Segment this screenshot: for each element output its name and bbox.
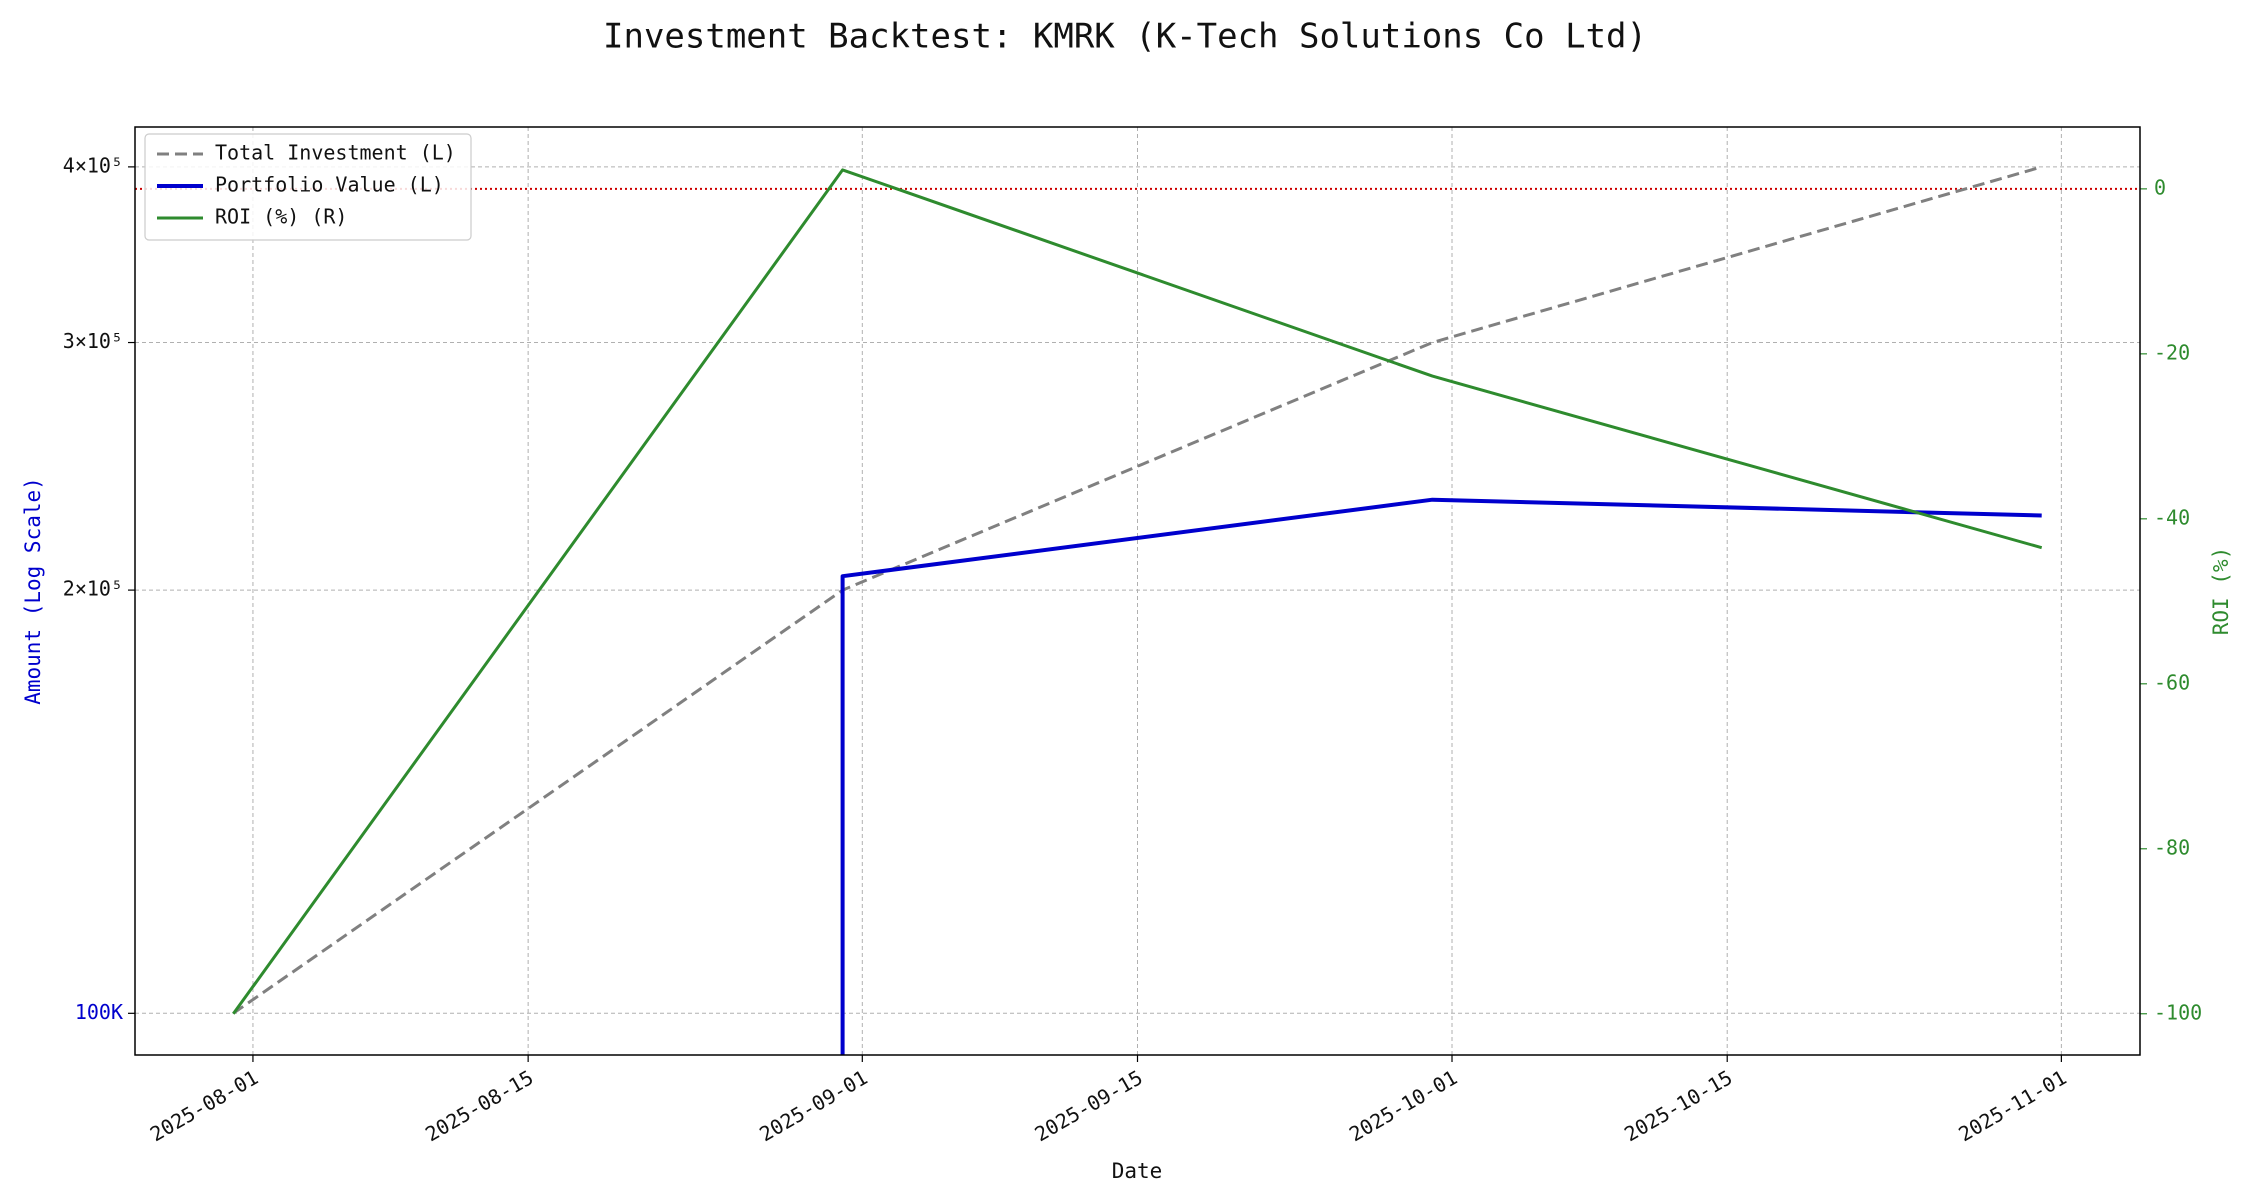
y-axis-label: Amount (Log Scale) — [21, 477, 45, 705]
legend-box — [144, 133, 472, 241]
y2-tick-label: -100 — [2154, 1000, 2202, 1024]
y2-tick-label: -60 — [2154, 670, 2190, 694]
y2-tick-label: -80 — [2154, 835, 2190, 859]
y-tick-label: 4×10⁵ — [63, 153, 123, 177]
x-tick-label: 2025-08-01 — [146, 1065, 262, 1146]
x-tick-label: 2025-11-01 — [1954, 1065, 2070, 1146]
y2-tick-label: -20 — [2154, 340, 2190, 364]
series-line — [232, 165, 2043, 1015]
chart-title: Investment Backtest: KMRK (K-Tech Soluti… — [603, 17, 1647, 57]
x-tick-label: 2025-09-01 — [755, 1065, 871, 1146]
y2-tick-label: -40 — [2154, 505, 2190, 529]
y-tick-label: 3×10⁵ — [63, 329, 123, 353]
y2-axis-label: ROI (%) — [2209, 547, 2233, 636]
y2-tick-label: 0 — [2154, 175, 2166, 199]
legend-label: Total Investment (L) — [215, 141, 456, 165]
series-line — [232, 168, 2043, 1015]
x-tick-label: 2025-10-15 — [1620, 1065, 1736, 1146]
y-tick-label: 2×10⁵ — [63, 577, 123, 601]
plot-area — [232, 165, 2043, 1055]
x-tick-label: 2025-08-15 — [421, 1065, 537, 1146]
x-tick-label: 2025-09-15 — [1030, 1065, 1146, 1146]
legend-label: ROI (%) (R) — [215, 205, 347, 229]
legend-label: Portfolio Value (L) — [215, 173, 444, 197]
y-tick-label: 100K — [75, 1000, 123, 1024]
x-axis-label: Date — [1112, 1159, 1163, 1183]
series-line — [840, 497, 2042, 1055]
x-tick-label: 2025-10-01 — [1345, 1065, 1461, 1146]
plot-frame — [134, 126, 2141, 1056]
